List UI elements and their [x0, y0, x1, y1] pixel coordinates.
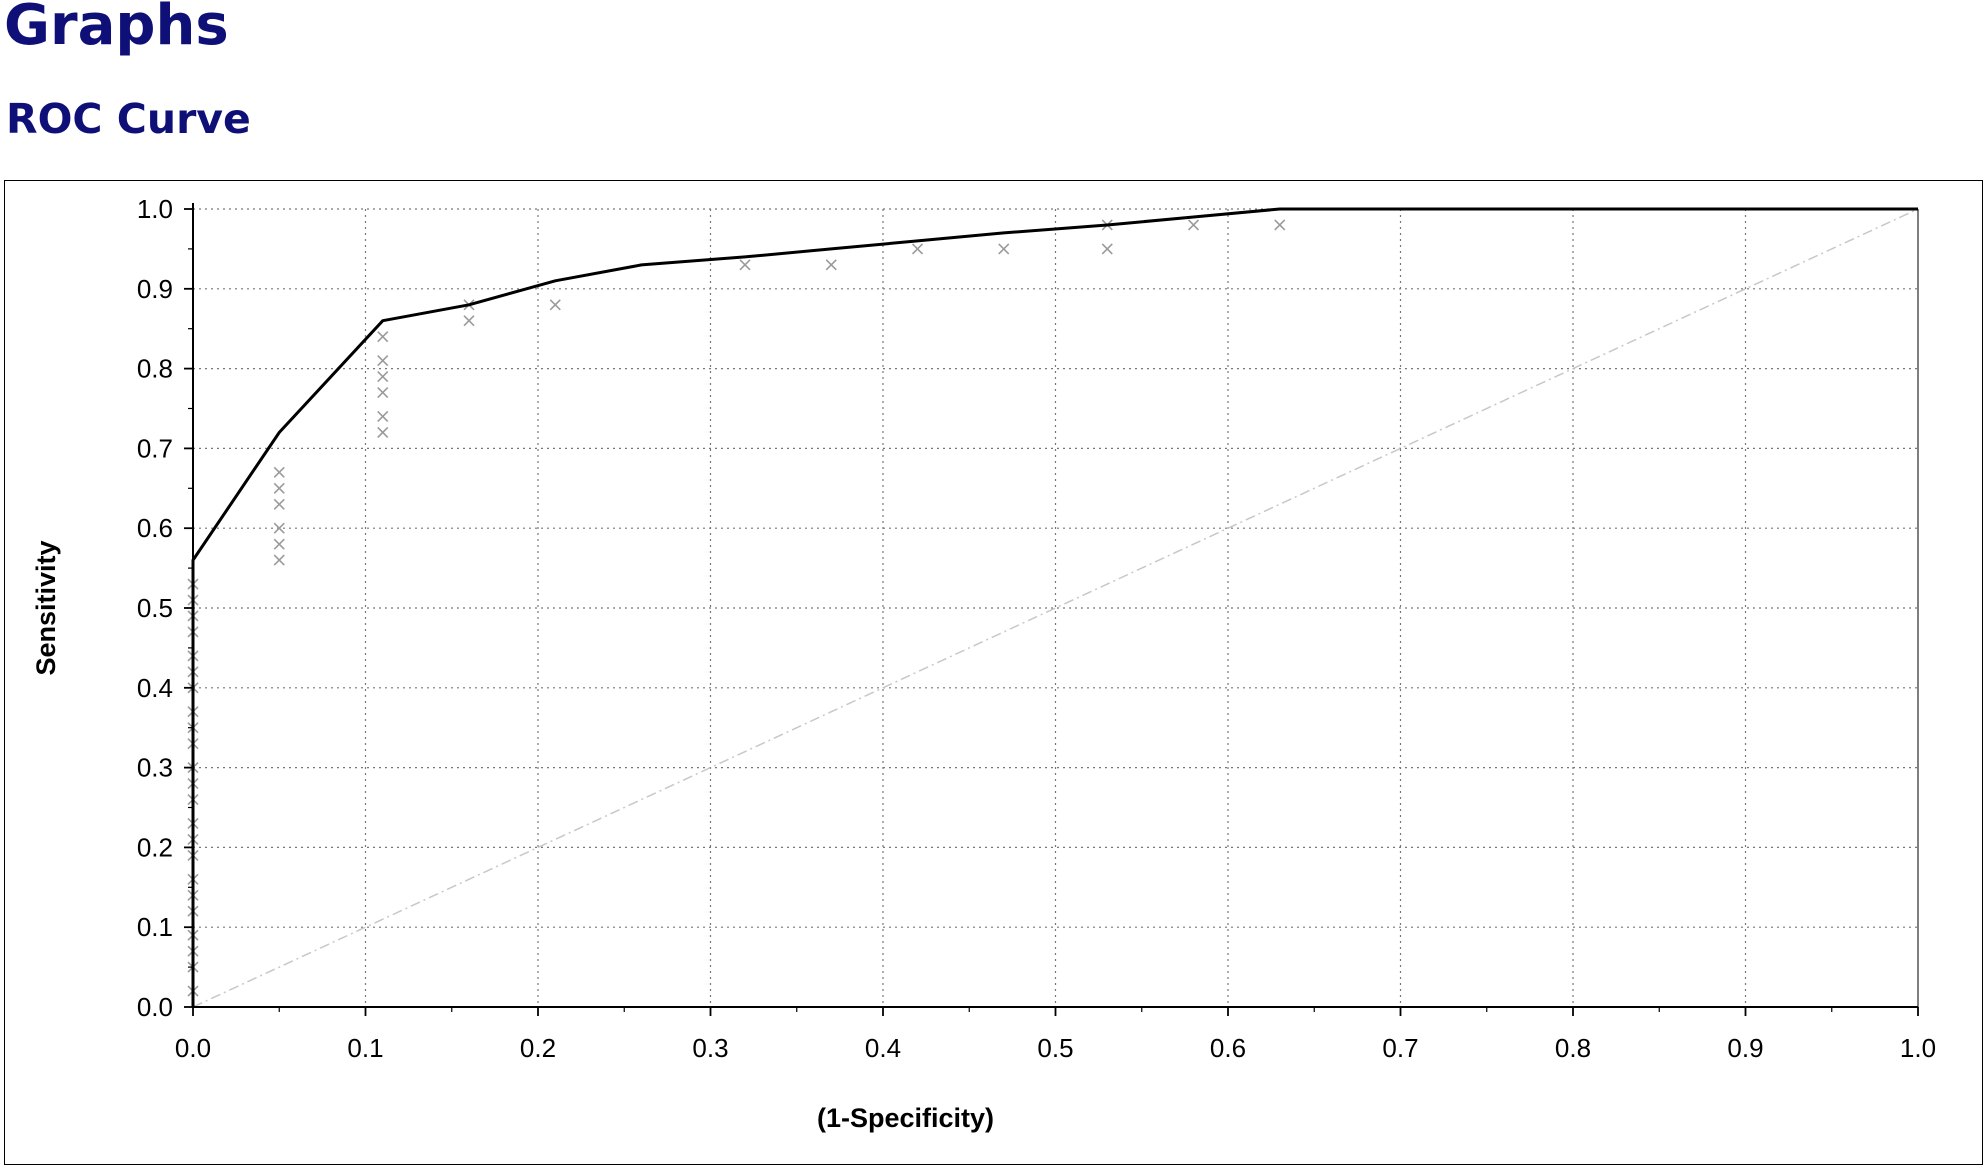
data-point-marker: [273, 538, 285, 550]
marker-stroke: [1101, 243, 1113, 255]
data-point-marker: [549, 299, 561, 311]
y-tick-label: 0.7: [137, 433, 173, 463]
y-tick-label: 0.8: [137, 354, 173, 384]
marker-stroke: [825, 259, 837, 271]
data-point-marker: [273, 498, 285, 510]
marker-stroke: [273, 554, 285, 566]
marker-stroke: [739, 259, 751, 271]
data-point-marker: [998, 243, 1010, 255]
data-point-marker: [377, 355, 389, 367]
y-tick-label: 0.2: [137, 832, 173, 862]
marker-stroke: [377, 331, 389, 343]
data-point-marker: [911, 243, 924, 255]
marker-stroke: [1274, 219, 1286, 231]
chart-frame: 0.0 0.1 0.2 0.3 0.4 0.5 0.6 0.7 0.8 0.9 1.0 0.0 0.1 0…: [4, 180, 1983, 1165]
marker-stroke: [273, 538, 285, 550]
data-point-marker: [825, 259, 837, 271]
marker-layer: [187, 219, 1286, 997]
data-point-marker: [377, 386, 389, 399]
data-point-marker: [739, 259, 751, 271]
axis-layer: 0.0 0.1 0.2 0.3 0.4 0.5 0.6 0.7 0.8 0.9 1.0 0.0 0.1 0…: [137, 194, 1936, 1063]
roc-chart: 0.0 0.1 0.2 0.3 0.4 0.5 0.6 0.7 0.8 0.9 1.0 0.0 0.1 0…: [31, 194, 1936, 1133]
page-title: Graphs: [4, 0, 229, 58]
data-point-marker: [273, 522, 285, 534]
y-tick-label: 0.9: [137, 274, 173, 304]
section-title: ROC Curve: [6, 95, 251, 143]
marker-stroke: [273, 522, 285, 534]
y-axis-label: Sensitivity: [31, 540, 61, 675]
diagonal-reference-line: [192, 208, 1919, 1008]
marker-stroke: [463, 315, 475, 327]
x-tick-label: 0.1: [347, 1033, 383, 1063]
data-point-marker: [377, 410, 389, 423]
marker-stroke: [1187, 219, 1200, 231]
data-point-marker: [463, 315, 475, 327]
marker-stroke: [273, 466, 285, 478]
marker-stroke: [377, 386, 389, 399]
marker-stroke: [273, 498, 285, 510]
data-point-marker: [1101, 243, 1113, 255]
diagonal-reference-layer: [192, 208, 1919, 1008]
marker-stroke: [377, 355, 389, 367]
data-point-marker: [377, 331, 389, 343]
data-point-marker: [377, 426, 389, 439]
marker-stroke: [377, 410, 389, 423]
x-tick-label: 0.6: [1210, 1033, 1246, 1063]
data-point-marker: [273, 482, 285, 494]
x-tick-label: 1.0: [1900, 1033, 1936, 1063]
x-tick-label: 0.8: [1555, 1033, 1591, 1063]
roc-curve-line: [191, 207, 1918, 1007]
marker-stroke: [911, 243, 924, 255]
x-tick-label: 0.3: [692, 1033, 728, 1063]
y-tick-label: 1.0: [137, 194, 173, 224]
x-tick-label: 0.5: [1037, 1033, 1073, 1063]
data-point-marker: [377, 371, 389, 383]
curve-layer: [191, 207, 1918, 1007]
data-point-marker: [273, 466, 285, 478]
marker-stroke: [377, 426, 389, 439]
y-tick-label: 0.5: [137, 593, 173, 623]
y-tick-label: 0.1: [137, 912, 173, 942]
marker-stroke: [998, 243, 1010, 255]
y-tick-label: 0.0: [137, 992, 173, 1022]
y-tick-label: 0.3: [137, 753, 173, 783]
data-point-marker: [1274, 219, 1286, 231]
x-tick-label: 0.2: [520, 1033, 556, 1063]
x-tick-label: 0.9: [1727, 1033, 1763, 1063]
marker-stroke: [549, 299, 561, 311]
x-tick-label: 0.4: [865, 1033, 901, 1063]
x-tick-label: 0.7: [1382, 1033, 1418, 1063]
y-tick-label: 0.6: [137, 513, 173, 543]
marker-stroke: [273, 482, 285, 494]
grid-layer: [193, 208, 1919, 1007]
x-axis-label: (1-Specificity): [817, 1103, 994, 1133]
data-point-marker: [273, 554, 285, 566]
data-point-marker: [1187, 219, 1200, 231]
x-tick-label: 0.0: [175, 1033, 211, 1063]
y-tick-label: 0.4: [137, 673, 173, 703]
marker-stroke: [377, 371, 389, 383]
